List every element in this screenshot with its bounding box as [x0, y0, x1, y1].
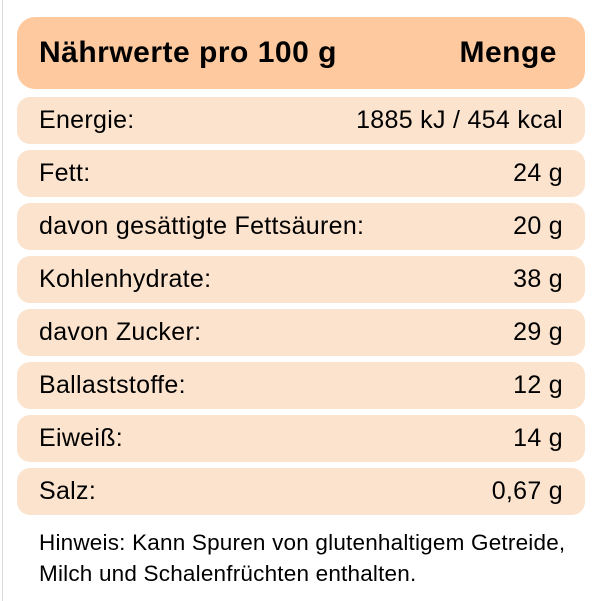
nutrient-label: Salz:	[39, 477, 97, 505]
table-row: Salz: 0,67 g	[17, 468, 585, 515]
table-row: Eiweiß: 14 g	[17, 415, 585, 462]
nutrient-value: 14 g	[513, 424, 563, 452]
nutrient-label: davon gesättigte Fettsäuren:	[39, 212, 365, 240]
table-row: Fett: 24 g	[17, 150, 585, 197]
table-row: Energie: 1885 kJ / 454 kcal	[17, 97, 585, 144]
nutrient-rows: Energie: 1885 kJ / 454 kcal Fett: 24 g d…	[17, 97, 585, 515]
allergen-note-line-2: Milch und Schalenfrüchten enthalten.	[39, 561, 417, 586]
table-row: Ballaststoffe: 12 g	[17, 362, 585, 409]
table-title: Nährwerte pro 100 g	[39, 36, 337, 69]
nutrient-value: 38 g	[513, 265, 563, 293]
table-row: Kohlenhydrate: 38 g	[17, 256, 585, 303]
nutrient-label: Fett:	[39, 159, 91, 187]
allergen-note: Hinweis: Kann Spuren von glutenhaltigem …	[17, 527, 585, 589]
nutrient-value: 0,67 g	[491, 477, 563, 505]
nutrient-value: 12 g	[513, 371, 563, 399]
nutrient-value: 1885 kJ / 454 kcal	[356, 106, 563, 134]
table-header: Nährwerte pro 100 g Menge	[17, 17, 585, 89]
amount-column-header: Menge	[459, 36, 557, 69]
table-row: davon Zucker: 29 g	[17, 309, 585, 356]
nutrient-value: 29 g	[513, 318, 563, 346]
nutrient-label: davon Zucker:	[39, 318, 202, 346]
nutrient-value: 20 g	[513, 212, 563, 240]
nutrient-label: Ballaststoffe:	[39, 371, 186, 399]
left-edge-line	[2, 0, 3, 601]
table-row: davon gesättigte Fettsäuren: 20 g	[17, 203, 585, 250]
nutrient-value: 24 g	[513, 159, 563, 187]
nutrient-label: Kohlenhydrate:	[39, 265, 212, 293]
allergen-note-line-1: Hinweis: Kann Spuren von glutenhaltigem …	[39, 530, 566, 555]
nutrient-label: Energie:	[39, 106, 135, 134]
nutrient-label: Eiweiß:	[39, 424, 124, 452]
